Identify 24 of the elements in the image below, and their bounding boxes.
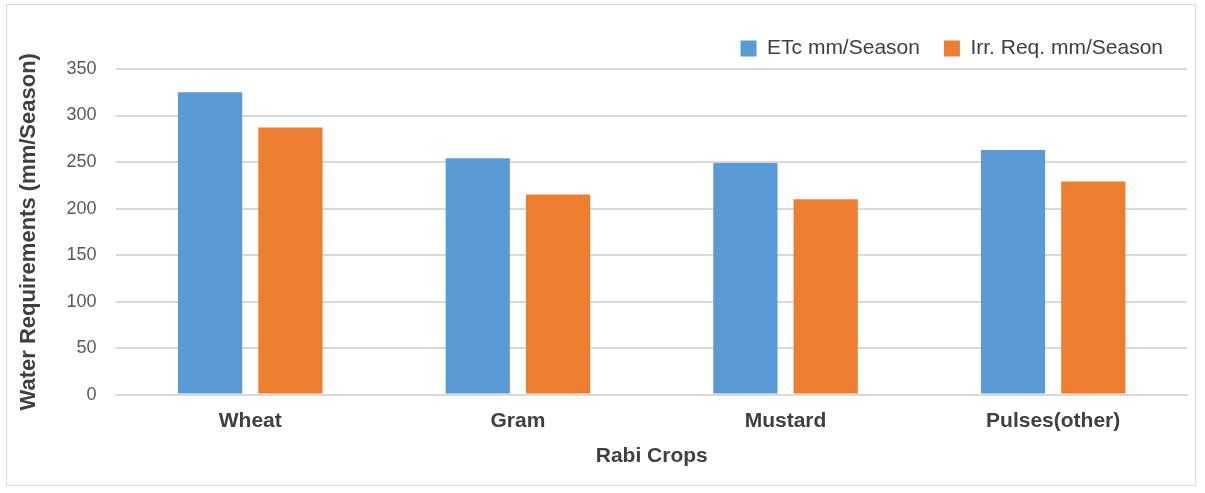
bar bbox=[1061, 181, 1126, 394]
x-tick-label: Pulses(other) bbox=[986, 408, 1121, 431]
y-tick-label: 100 bbox=[66, 290, 97, 311]
bar bbox=[258, 127, 323, 394]
bar bbox=[177, 92, 243, 394]
y-tick-label: 150 bbox=[66, 244, 97, 265]
bar bbox=[980, 149, 1046, 394]
y-tick-label: 350 bbox=[66, 57, 97, 78]
bar bbox=[793, 199, 858, 394]
bar bbox=[445, 158, 510, 394]
x-axis-title: Rabi Crops bbox=[595, 443, 708, 467]
y-tick-label: 300 bbox=[66, 104, 97, 125]
x-tick-label: Mustard bbox=[744, 408, 827, 431]
y-tick-label: 200 bbox=[66, 197, 97, 218]
y-tick-label: 250 bbox=[66, 151, 97, 171]
y-tick-label: 50 bbox=[76, 337, 97, 358]
bar bbox=[713, 162, 778, 394]
legend-label: ETc mm/Season bbox=[767, 35, 920, 59]
bar bbox=[525, 194, 591, 394]
legend-label: Irr. Req. mm/Season bbox=[970, 35, 1164, 59]
y-tick-label: 0 bbox=[86, 383, 97, 404]
x-tick-label: Wheat bbox=[218, 408, 282, 431]
x-tick-label: Gram bbox=[490, 408, 546, 431]
y-axis-title: Water Requirements (mm/Season) bbox=[15, 53, 41, 411]
